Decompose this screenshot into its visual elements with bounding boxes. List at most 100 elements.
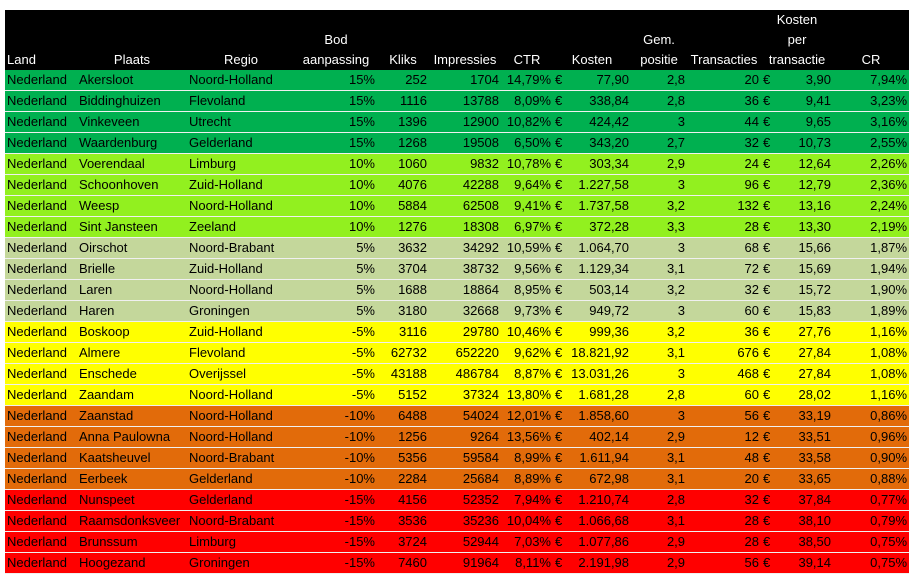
- cell-kosten-per-transactie[interactable]: 37,84: [798, 492, 832, 507]
- cell-kosten-currency[interactable]: €: [555, 345, 563, 360]
- cell-kpt-currency[interactable]: €: [763, 492, 771, 507]
- cell-transacties[interactable]: 20: [744, 72, 760, 87]
- cell-kosten-per-transactie[interactable]: 15,72: [798, 282, 832, 297]
- cell-bod-aanpassing[interactable]: -10%: [344, 450, 375, 465]
- cell-gem-positie[interactable]: 2,7: [666, 135, 686, 150]
- cell-kpt-currency[interactable]: €: [763, 471, 771, 486]
- header-kosten[interactable]: Kosten: [553, 10, 632, 70]
- cell-impressies[interactable]: 9264: [470, 429, 499, 444]
- cell-land[interactable]: Nederland: [7, 72, 67, 87]
- cell-cr[interactable]: 0,77%: [870, 492, 908, 507]
- cell-kpt-currency[interactable]: €: [763, 72, 771, 87]
- cell-kosten-currency[interactable]: €: [555, 387, 563, 402]
- cell-bod-aanpassing[interactable]: 10%: [348, 198, 375, 213]
- header-kosten-per-transactie[interactable]: Kosten per transactie: [761, 10, 834, 70]
- cell-cr[interactable]: 1,08%: [870, 345, 908, 360]
- cell-kliks[interactable]: 3704: [398, 261, 427, 276]
- cell-plaats[interactable]: Vinkeveen: [79, 114, 140, 129]
- cell-kosten[interactable]: 1.129,34: [578, 261, 630, 276]
- cell-plaats[interactable]: Brunssum: [79, 534, 138, 549]
- cell-plaats[interactable]: Zaandam: [79, 387, 134, 402]
- cell-regio[interactable]: Noord-Holland: [189, 429, 273, 444]
- cell-impressies[interactable]: 25684: [462, 471, 499, 486]
- cell-plaats[interactable]: Waardenburg: [79, 135, 158, 150]
- cell-transacties[interactable]: 132: [737, 198, 760, 213]
- cell-transacties[interactable]: 468: [737, 366, 760, 381]
- cell-cr[interactable]: 1,90%: [870, 282, 908, 297]
- cell-kliks[interactable]: 5884: [398, 198, 427, 213]
- cell-kliks[interactable]: 1396: [398, 114, 427, 129]
- cell-kliks[interactable]: 43188: [390, 366, 427, 381]
- cell-kosten-per-transactie[interactable]: 33,58: [798, 450, 832, 465]
- cell-plaats[interactable]: Anna Paulowna: [79, 429, 171, 444]
- cell-plaats[interactable]: Schoonhoven: [79, 177, 159, 192]
- cell-ctr[interactable]: 9,41%: [514, 198, 551, 213]
- cell-impressies[interactable]: 19508: [462, 135, 499, 150]
- cell-regio[interactable]: Zuid-Holland: [189, 177, 263, 192]
- cell-kosten-per-transactie[interactable]: 15,66: [798, 240, 832, 255]
- cell-kosten-per-transactie[interactable]: 28,02: [798, 387, 832, 402]
- cell-kpt-currency[interactable]: €: [763, 555, 771, 570]
- cell-impressies[interactable]: 62508: [462, 198, 499, 213]
- cell-bod-aanpassing[interactable]: -5%: [351, 324, 375, 339]
- cell-regio[interactable]: Limburg: [189, 534, 236, 549]
- cell-gem-positie[interactable]: 2,8: [666, 93, 686, 108]
- cell-bod-aanpassing[interactable]: -5%: [351, 387, 375, 402]
- cell-land[interactable]: Nederland: [7, 513, 67, 528]
- cell-impressies[interactable]: 59584: [462, 450, 499, 465]
- cell-regio[interactable]: Noord-Holland: [189, 282, 273, 297]
- cell-impressies[interactable]: 9832: [470, 156, 499, 171]
- cell-cr[interactable]: 1,08%: [870, 366, 908, 381]
- cell-bod-aanpassing[interactable]: 5%: [356, 240, 375, 255]
- cell-transacties[interactable]: 36: [744, 324, 760, 339]
- cell-kliks[interactable]: 1276: [398, 219, 427, 234]
- cell-kpt-currency[interactable]: €: [763, 429, 771, 444]
- cell-kpt-currency[interactable]: €: [763, 345, 771, 360]
- cell-plaats[interactable]: Akersloot: [79, 72, 134, 87]
- cell-regio[interactable]: Utrecht: [189, 114, 231, 129]
- cell-ctr[interactable]: 8,99%: [514, 450, 551, 465]
- cell-kliks[interactable]: 1116: [400, 93, 427, 108]
- cell-cr[interactable]: 2,24%: [870, 198, 908, 213]
- cell-impressies[interactable]: 52944: [462, 534, 499, 549]
- cell-kosten[interactable]: 1.737,58: [578, 198, 630, 213]
- cell-kliks[interactable]: 3180: [398, 303, 427, 318]
- cell-kosten[interactable]: 338,84: [589, 93, 630, 108]
- cell-land[interactable]: Nederland: [7, 366, 67, 381]
- cell-kliks[interactable]: 6488: [398, 408, 427, 423]
- cell-kosten[interactable]: 1.681,28: [578, 387, 630, 402]
- cell-regio[interactable]: Flevoland: [189, 345, 246, 360]
- cell-plaats[interactable]: Biddinghuizen: [79, 93, 161, 108]
- cell-regio[interactable]: Gelderland: [189, 135, 253, 150]
- cell-kpt-currency[interactable]: €: [763, 198, 771, 213]
- cell-impressies[interactable]: 652220: [455, 345, 499, 360]
- cell-cr[interactable]: 3,23%: [870, 93, 908, 108]
- cell-cr[interactable]: 0,88%: [870, 471, 908, 486]
- cell-kosten-per-transactie[interactable]: 9,65: [805, 114, 832, 129]
- cell-plaats[interactable]: Nunspeet: [79, 492, 135, 507]
- cell-ctr[interactable]: 9,62%: [514, 345, 551, 360]
- cell-ctr[interactable]: 9,73%: [514, 303, 551, 318]
- cell-kosten[interactable]: 13.031,26: [571, 366, 630, 381]
- cell-ctr[interactable]: 8,89%: [514, 471, 551, 486]
- cell-kliks[interactable]: 62732: [390, 345, 427, 360]
- cell-cr[interactable]: 0,79%: [870, 513, 908, 528]
- cell-bod-aanpassing[interactable]: 15%: [348, 72, 375, 87]
- cell-kosten-currency[interactable]: €: [555, 450, 563, 465]
- cell-land[interactable]: Nederland: [7, 534, 67, 549]
- cell-cr[interactable]: 2,26%: [870, 156, 908, 171]
- cell-kosten-per-transactie[interactable]: 27,76: [798, 324, 832, 339]
- cell-cr[interactable]: 1,16%: [870, 387, 908, 402]
- cell-kliks[interactable]: 3632: [398, 240, 427, 255]
- cell-transacties[interactable]: 32: [744, 282, 760, 297]
- cell-gem-positie[interactable]: 3,2: [666, 324, 686, 339]
- cell-bod-aanpassing[interactable]: 10%: [348, 156, 375, 171]
- cell-kosten-currency[interactable]: €: [555, 555, 563, 570]
- cell-plaats[interactable]: Weesp: [79, 198, 120, 213]
- header-impressies[interactable]: Impressies: [429, 10, 501, 70]
- cell-kosten-per-transactie[interactable]: 33,65: [798, 471, 832, 486]
- cell-bod-aanpassing[interactable]: -10%: [344, 429, 375, 444]
- cell-kosten[interactable]: 2.191,98: [578, 555, 630, 570]
- cell-kosten-per-transactie[interactable]: 15,83: [798, 303, 832, 318]
- cell-kosten-currency[interactable]: €: [555, 366, 563, 381]
